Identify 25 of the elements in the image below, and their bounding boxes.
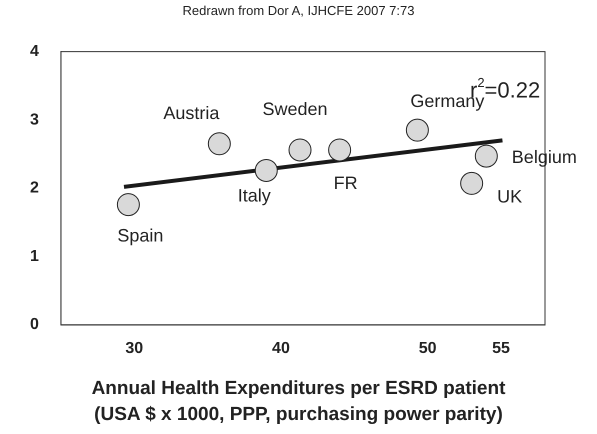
point xyxy=(474,144,498,168)
annotation: Italy xyxy=(238,185,271,206)
annotation: Spain xyxy=(117,226,164,246)
y-tick-label: 2 xyxy=(30,180,39,197)
point xyxy=(254,158,278,182)
y-tick-label: 1 xyxy=(30,248,39,265)
annotation: UK xyxy=(497,186,522,206)
point xyxy=(328,138,352,162)
annotation: FR xyxy=(334,172,358,193)
y-tick-label: 4 xyxy=(30,43,39,60)
chart-title: Redrawn from Dor A, IJHCFE 2007 7:73 xyxy=(182,2,416,20)
x-tick-label: 30 xyxy=(125,340,144,357)
x-tick-label: 55 xyxy=(492,340,510,357)
point xyxy=(116,193,140,216)
y-tick-label: 3 xyxy=(30,111,39,128)
x-axis-title: Annual Health Expenditures per ESRD patient (USA $ x 1000, PPP, purchasing power parity) xyxy=(90,377,506,427)
x-tick-label: 40 xyxy=(272,340,290,357)
x-tick-label: 50 xyxy=(418,340,437,357)
annotation: Sweden xyxy=(262,98,328,119)
y-tick-label: 0 xyxy=(30,316,39,334)
annotation: Austria xyxy=(163,102,220,123)
point xyxy=(460,172,484,195)
point xyxy=(288,138,312,162)
point xyxy=(406,118,429,142)
point xyxy=(208,132,231,156)
